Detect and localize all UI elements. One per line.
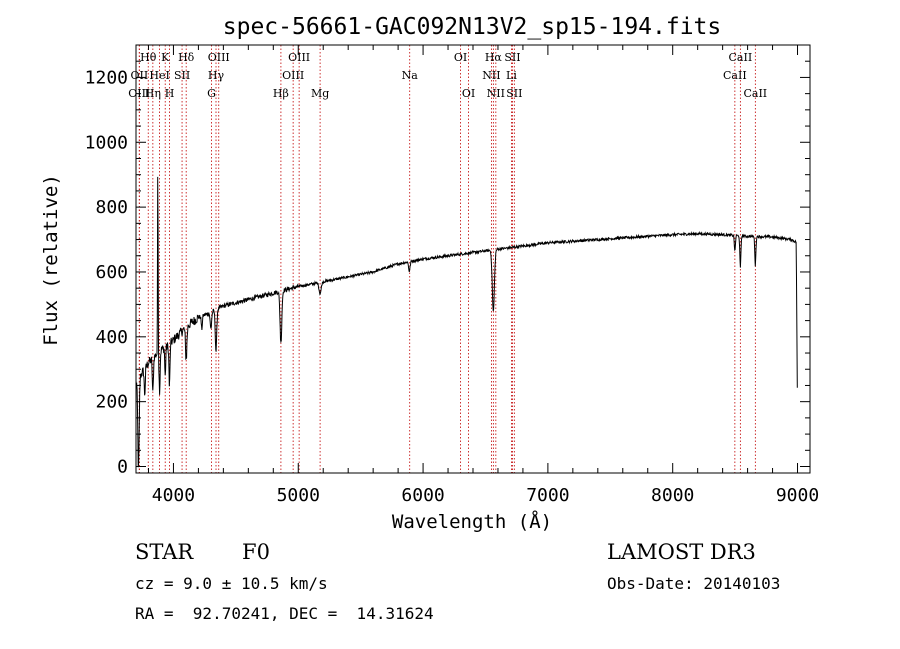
line-label: H — [165, 87, 175, 100]
observation-date: Obs-Date: 20140103 — [607, 574, 781, 593]
y-tick-label: 600 — [95, 262, 128, 283]
survey-release: LAMOST DR3 — [607, 540, 756, 564]
plot-frame — [135, 44, 811, 474]
y-tick-label: 800 — [95, 197, 128, 218]
line-label: Na — [402, 69, 419, 82]
line-label: NII — [482, 69, 500, 82]
line-label: SII — [506, 87, 522, 100]
line-label: OI — [454, 51, 467, 64]
y-tick-label: 1200 — [85, 67, 128, 88]
spectrum-series — [135, 176, 798, 468]
line-label: OIII — [288, 51, 310, 64]
x-axis-label: Wavelength (Å) — [392, 510, 552, 533]
y-axis: 0 200 400 600 800 1000 1200 — [85, 44, 810, 478]
line-label: Hδ — [178, 51, 195, 64]
redshift-velocity: cz = 9.0 ± 10.5 km/s — [135, 574, 328, 593]
line-label: OIII — [282, 69, 304, 82]
line-label: OI — [462, 87, 475, 100]
line-label: CaII — [729, 51, 753, 64]
line-label: G — [207, 87, 216, 100]
object-subclass: F0 — [242, 540, 270, 564]
x-tick-label: 4000 — [152, 485, 195, 506]
line-label: NII — [487, 87, 505, 100]
line-label: CaII — [723, 69, 747, 82]
line-label: Hα — [485, 51, 503, 64]
y-axis-label: Flux (relative) — [40, 174, 62, 346]
line-label: K — [161, 51, 170, 64]
sky-coordinates: RA = 92.70241, DEC = 14.31624 — [135, 604, 434, 623]
line-label: CaII — [743, 87, 767, 100]
line-label: OIII — [208, 51, 230, 64]
line-label: SII — [504, 51, 520, 64]
y-tick-label: 1000 — [85, 132, 128, 153]
spectrum-chart: spec-56661-GAC092N13V2_sp15-194.fits Hθ O… — [40, 14, 819, 533]
x-tick-label: 8000 — [651, 485, 694, 506]
x-tick-label: 7000 — [526, 485, 569, 506]
line-label: Hη — [145, 87, 161, 100]
line-label: Li — [506, 69, 517, 82]
x-axis: 4000 5000 6000 7000 8000 9000 — [147, 45, 819, 506]
line-label: Hθ — [140, 51, 157, 64]
line-label: Hγ — [208, 69, 225, 82]
object-class: STAR — [135, 540, 194, 564]
line-label: Hβ — [273, 87, 289, 100]
line-label: HeI — [149, 69, 169, 82]
y-tick-label: 400 — [95, 327, 128, 348]
line-label: OII — [131, 69, 149, 82]
spectral-line-markers — [138, 45, 756, 473]
x-tick-label: 5000 — [277, 485, 320, 506]
chart-title: spec-56661-GAC092N13V2_sp15-194.fits — [223, 14, 722, 40]
x-tick-label: 6000 — [401, 485, 444, 506]
x-tick-label: 9000 — [776, 485, 819, 506]
y-tick-label: 0 — [117, 457, 128, 478]
line-label: Mg — [311, 87, 329, 100]
line-label: SII — [174, 69, 190, 82]
y-tick-label: 200 — [95, 392, 128, 413]
